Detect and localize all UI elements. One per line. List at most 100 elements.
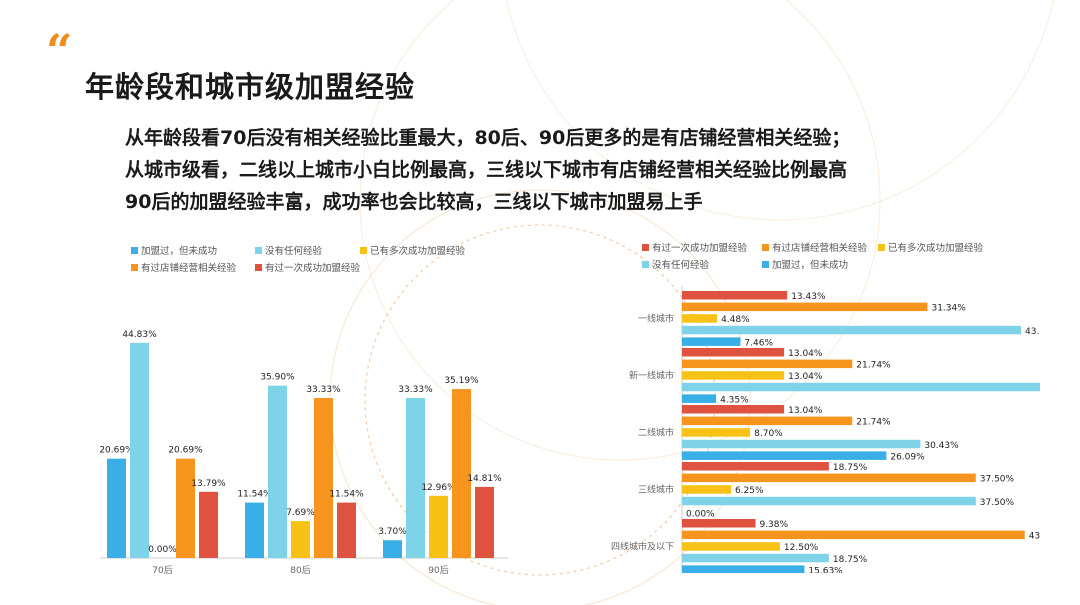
bar <box>406 398 425 558</box>
data-label: 44.83% <box>122 330 157 340</box>
bar <box>199 491 218 558</box>
category-label: 三线城市 <box>638 484 674 496</box>
data-label: 12.96% <box>421 483 456 493</box>
bar <box>682 485 731 494</box>
data-label: 12.50% <box>784 543 819 553</box>
data-label: 43.75% <box>1029 532 1040 542</box>
legend-swatch <box>131 247 138 254</box>
bar <box>682 394 717 403</box>
bar <box>682 553 829 563</box>
data-label: 11.54% <box>329 490 364 500</box>
data-label: 11.54% <box>237 490 272 500</box>
data-label: 9.38% <box>759 520 788 530</box>
bar <box>682 565 805 573</box>
legend-swatch <box>131 264 138 271</box>
bar <box>429 495 448 558</box>
data-label: 35.90% <box>260 373 295 383</box>
bar <box>682 428 751 437</box>
data-label: 37.50% <box>980 475 1015 485</box>
legend-label: 有过一次成功加盟经验 <box>265 262 361 274</box>
bar <box>682 416 853 426</box>
legend-swatch <box>360 247 367 254</box>
quote-mark: “ <box>46 24 73 78</box>
bar <box>107 458 126 558</box>
bar <box>682 519 756 528</box>
bar <box>452 389 471 558</box>
bar <box>682 359 853 369</box>
bar <box>682 530 1025 540</box>
legend-label: 有过店铺经营相关经验 <box>772 242 868 254</box>
legend-swatch <box>642 261 649 268</box>
bar <box>475 486 494 558</box>
page-title: 年龄段和城市级加盟经验 <box>85 70 416 104</box>
bar <box>682 291 788 300</box>
data-label: 13.04% <box>788 406 823 416</box>
data-label: 6.25% <box>735 486 764 496</box>
bar <box>314 398 333 558</box>
bar <box>291 521 310 558</box>
data-label: 26.09% <box>890 452 925 462</box>
data-label: 4.48% <box>721 315 750 325</box>
data-label: 21.74% <box>856 361 891 371</box>
legend-swatch <box>642 244 649 251</box>
category-label: 80后 <box>290 565 310 576</box>
bar <box>682 371 785 380</box>
legend-swatch <box>762 261 769 268</box>
bar <box>682 542 780 551</box>
bar <box>176 458 195 558</box>
data-label: 0.00% <box>148 545 177 555</box>
data-label: 20.69% <box>99 446 134 456</box>
data-label: 13.04% <box>788 372 823 382</box>
data-label: 8.70% <box>754 429 783 439</box>
category-label: 二线城市 <box>638 427 674 439</box>
bar <box>682 439 921 449</box>
data-label: 15.63% <box>808 566 843 573</box>
bar <box>682 382 1040 392</box>
legend-swatch <box>255 264 262 271</box>
data-label: 35.19% <box>444 376 479 386</box>
bar <box>383 540 402 558</box>
legend-swatch <box>878 244 885 251</box>
data-label: 31.34% <box>931 304 966 314</box>
data-label: 20.69% <box>168 446 203 456</box>
bar <box>682 451 887 460</box>
bar <box>682 325 1022 335</box>
data-label: 7.46% <box>744 338 773 348</box>
category-label: 四线城市及以下 <box>611 541 674 553</box>
category-label: 一线城市 <box>638 313 674 325</box>
legend-label: 有过一次成功加盟经验 <box>652 242 748 254</box>
bar <box>682 337 741 346</box>
legend-label: 加盟过，但未成功 <box>141 245 217 257</box>
data-label: 43.28% <box>1025 327 1040 337</box>
bar <box>130 342 149 558</box>
legend-label: 已有多次成功加盟经验 <box>370 245 466 257</box>
summary-line-3: 90后的加盟经验丰富，成功率也会比较高，三线以下城市加盟易上手 <box>125 191 703 213</box>
summary-line-2: 从城市级看，二线以上城市小白比例最高，三线以下城市有店铺经营相关经验比例最高 <box>125 159 848 181</box>
data-label: 3.70% <box>378 527 407 537</box>
data-label: 18.75% <box>833 463 868 473</box>
data-label: 33.33% <box>306 385 341 395</box>
data-label: 37.50% <box>980 498 1015 508</box>
bar <box>682 348 785 357</box>
data-label: 21.74% <box>856 418 891 428</box>
summary-line-1: 从年龄段看70后没有相关经验比重最大，80后、90后更多的是有店铺经营相关经验； <box>125 127 851 149</box>
legend-label: 没有任何经验 <box>265 245 323 257</box>
legend-label: 已有多次成功加盟经验 <box>888 242 984 254</box>
data-label: 4.35% <box>720 395 749 405</box>
data-label: 0.00% <box>686 509 715 519</box>
data-label: 7.69% <box>286 508 315 518</box>
data-label: 14.81% <box>467 474 502 484</box>
data-label: 13.04% <box>788 349 823 359</box>
bar <box>682 473 976 483</box>
data-label: 18.75% <box>833 555 868 565</box>
bar <box>682 496 976 506</box>
bar <box>682 314 718 323</box>
legend-label: 有过店铺经营相关经验 <box>141 262 237 274</box>
legend-swatch <box>255 247 262 254</box>
category-label: 70后 <box>152 565 172 576</box>
bar <box>268 385 287 558</box>
bar <box>682 405 785 414</box>
data-label: 30.43% <box>924 441 959 451</box>
